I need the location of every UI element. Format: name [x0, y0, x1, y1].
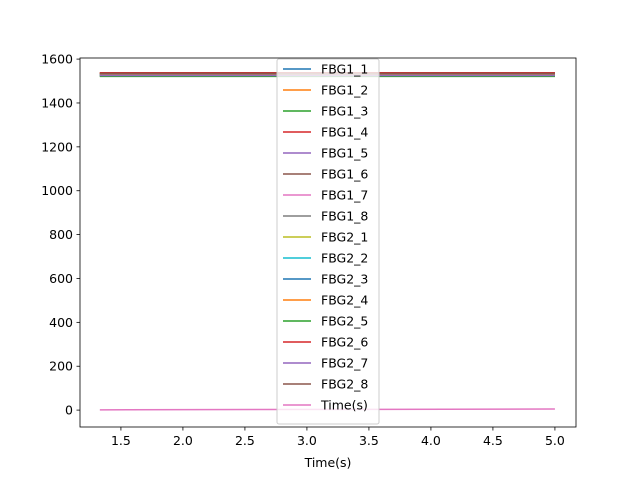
- y-tick-label: 200: [49, 359, 73, 374]
- legend-label: FBG2_6: [321, 335, 368, 350]
- legend-label: FBG1_8: [321, 209, 368, 224]
- legend-label: FBG2_1: [321, 230, 368, 245]
- plot-frame: [79, 57, 577, 428]
- legend-label: FBG2_5: [321, 314, 368, 329]
- legend-label: FBG2_2: [321, 251, 368, 266]
- legend-label: Time(s): [320, 398, 368, 413]
- x-tick-label: 4.5: [483, 433, 503, 448]
- legend-label: FBG2_4: [321, 293, 368, 308]
- y-axis: 0 200 400 600 800 1000 1200 1400 1600: [41, 52, 80, 418]
- legend: FBG1_1 FBG1_2 FBG1_3 FBG1_4 FBG1_5 FBG1_6 FBG1…: [276, 58, 380, 425]
- y-tick-label: 1000: [41, 183, 73, 198]
- legend-box: [276, 58, 380, 425]
- x-axis: 1.5 2.0 2.5 3.0 3.5 4.0 4.5 5.0: [111, 427, 565, 448]
- legend-label: FBG1_3: [321, 104, 368, 119]
- legend-label: FBG2_7: [321, 356, 368, 371]
- legend-label: FBG1_2: [321, 83, 368, 98]
- legend-label: FBG1_6: [321, 167, 368, 182]
- x-tick-label: 3.5: [359, 433, 379, 448]
- y-tick-label: 1200: [41, 139, 73, 154]
- legend-label: FBG2_3: [321, 272, 368, 287]
- legend-label: FBG1_4: [321, 125, 368, 140]
- legend-label: FBG1_1: [321, 62, 368, 77]
- y-tick-label: 0: [65, 403, 73, 418]
- x-tick-label: 2.5: [235, 433, 255, 448]
- y-tick-label: 600: [49, 271, 73, 286]
- x-tick-label: 2.0: [173, 433, 193, 448]
- y-tick-label: 400: [49, 315, 73, 330]
- x-axis-label: Time(s): [304, 455, 352, 470]
- legend-label: FBG1_5: [321, 146, 368, 161]
- x-tick-label: 5.0: [545, 433, 565, 448]
- legend-label: FBG2_8: [321, 377, 368, 392]
- y-tick-label: 800: [49, 227, 73, 242]
- x-tick-label: 3.0: [297, 433, 317, 448]
- x-tick-label: 1.5: [111, 433, 131, 448]
- y-tick-label: 1600: [41, 52, 73, 67]
- legend-label: FBG1_7: [321, 188, 368, 203]
- x-tick-label: 4.0: [421, 433, 441, 448]
- y-tick-label: 1400: [41, 95, 73, 110]
